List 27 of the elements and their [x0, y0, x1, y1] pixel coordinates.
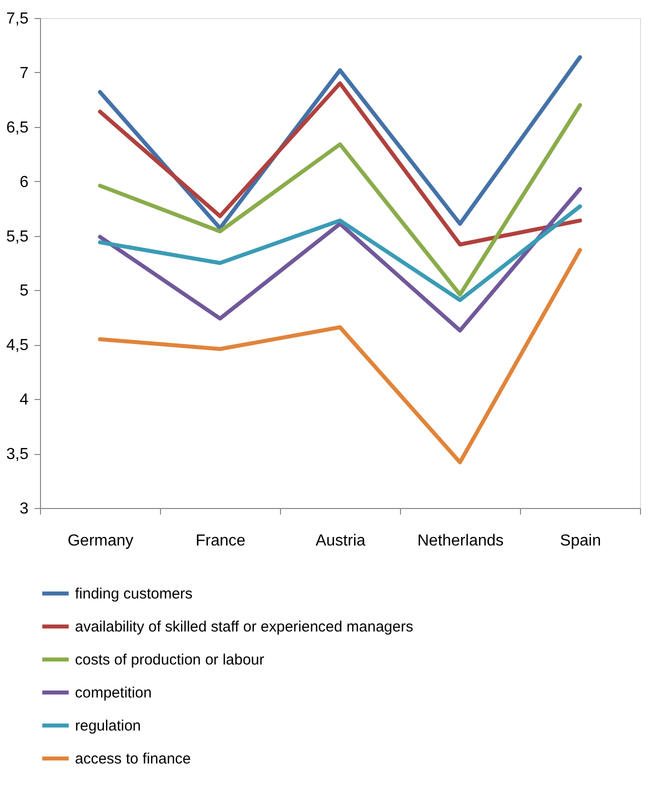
x-tick-label: Austria — [316, 532, 366, 550]
x-tick-label: Spain — [560, 532, 601, 550]
y-tick-label: 3 — [20, 500, 29, 518]
y-tick-label: 6 — [20, 174, 29, 191]
line-series — [98, 55, 582, 230]
legend-label: competition — [75, 684, 152, 702]
y-tick-label: 6,5 — [6, 119, 29, 136]
y-tick-label: 5,5 — [6, 228, 29, 246]
line-series — [98, 248, 582, 464]
y-tick-label: 7 — [20, 64, 29, 82]
legend-label: finding customers — [75, 586, 193, 602]
x-tick-label: Germany — [68, 532, 134, 550]
y-tick-label: 4 — [20, 392, 29, 409]
legend-label: regulation — [75, 718, 141, 734]
line-series — [98, 81, 582, 246]
y-tick-label: 7,5 — [6, 10, 29, 28]
legend-label: availability of skilled staff or experienced managers — [75, 618, 414, 636]
line-series — [98, 186, 582, 333]
legend-label: costs of production or labour — [75, 652, 264, 668]
y-tick-label: 4,5 — [6, 337, 29, 354]
line-series — [98, 103, 582, 297]
legend-label: access to finance — [75, 750, 191, 768]
x-tick-label: Netherlands — [417, 532, 504, 550]
y-tick-label: 3,5 — [6, 446, 29, 464]
y-tick-label: 5 — [20, 282, 29, 300]
line-series — [98, 204, 582, 302]
x-tick-label: France — [196, 532, 246, 550]
